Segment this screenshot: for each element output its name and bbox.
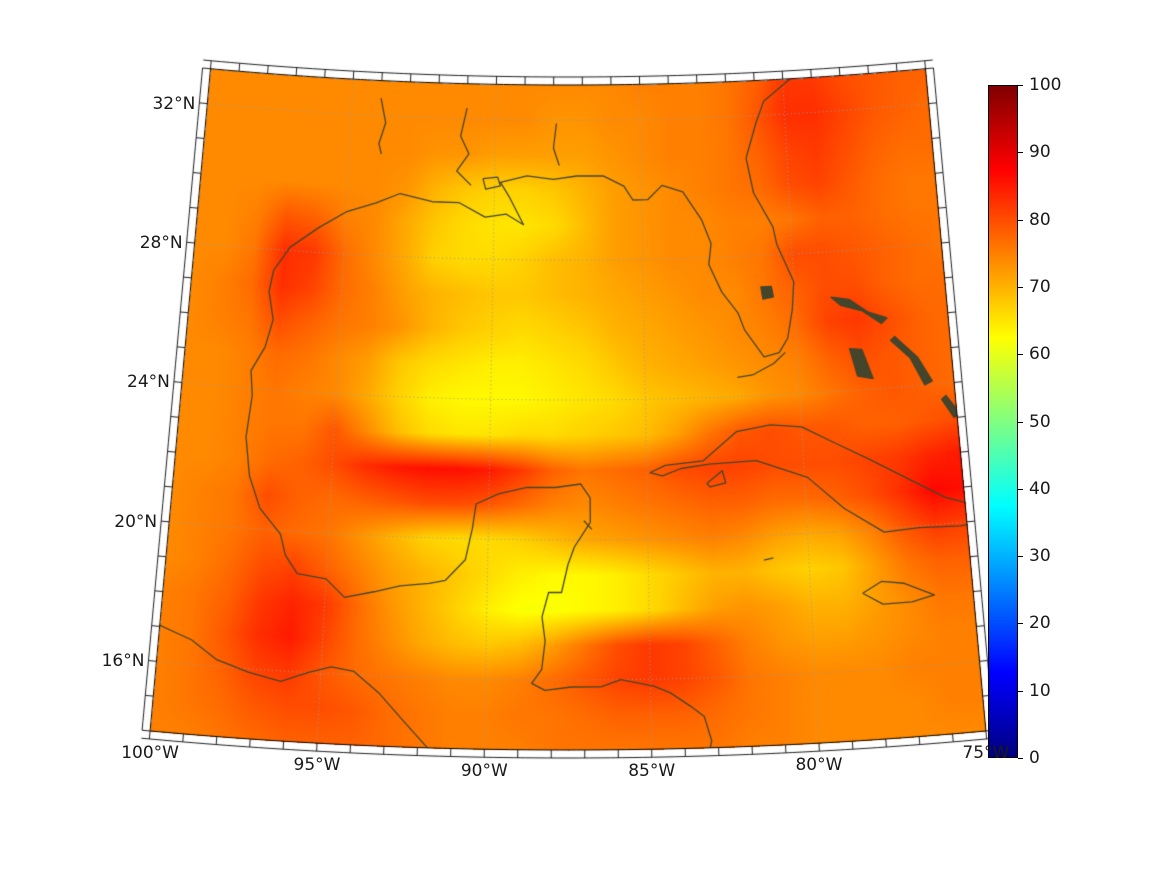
colorbar-tick-label: 70	[1029, 276, 1051, 297]
lon-tick-label: 90°W	[460, 761, 508, 782]
colorbar-tick-mark	[1018, 219, 1023, 221]
colorbar	[988, 85, 1018, 758]
lon-tick-label: 80°W	[795, 755, 843, 776]
colorbar-tick-mark	[1018, 488, 1023, 490]
lon-tick-label: 95°W	[293, 755, 341, 776]
colorbar-tick-mark	[1018, 354, 1023, 356]
colorbar-tick-mark	[1018, 556, 1023, 558]
lon-tick-label: 75°W	[962, 742, 1010, 763]
colorbar-tick-label: 80	[1029, 209, 1051, 230]
colorbar-tick-label: 40	[1029, 478, 1051, 499]
colorbar-tick-mark	[1018, 421, 1023, 423]
colorbar-tick-label: 0	[1029, 748, 1040, 768]
colorbar-tick-mark	[1018, 690, 1023, 692]
lon-tick-label: 100°W	[121, 742, 179, 763]
lat-tick-label: 16°N	[101, 651, 145, 672]
lon-tick-label: 85°W	[628, 761, 676, 782]
colorbar-tick-label: 30	[1029, 546, 1051, 567]
lat-tick-label: 32°N	[152, 93, 196, 114]
colorbar-tick-label: 10	[1029, 680, 1051, 701]
colorbar-tick-label: 20	[1029, 613, 1051, 634]
lat-tick-label: 24°N	[127, 372, 170, 393]
colorbar-tick-label: 60	[1029, 344, 1051, 365]
colorbar-tick-mark	[1018, 758, 1023, 759]
colorbar-tick-mark	[1018, 286, 1023, 288]
colorbar-tick-mark	[1018, 85, 1023, 86]
colorbar-tick-label: 90	[1029, 142, 1051, 163]
colorbar-tick-label: 50	[1029, 411, 1051, 432]
lat-tick-label: 28°N	[139, 233, 183, 253]
colorbar-tick-mark	[1018, 152, 1023, 154]
colorbar-tick-label: 100	[1029, 75, 1062, 95]
lat-tick-label: 20°N	[114, 511, 158, 532]
colorbar-tick-mark	[1018, 623, 1023, 625]
